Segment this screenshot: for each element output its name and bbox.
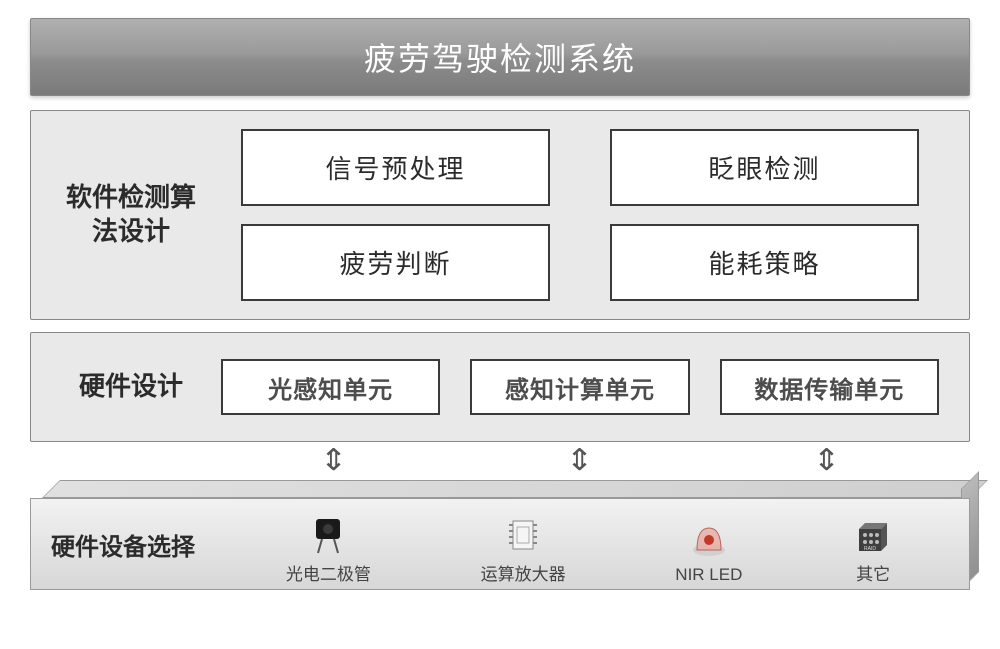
device-label: 其它 bbox=[856, 560, 890, 585]
software-label: 软件检测算 法设计 bbox=[51, 181, 211, 249]
soft-box-energy-strategy: 能耗策略 bbox=[610, 224, 919, 301]
soft-label: 信号预处理 bbox=[325, 149, 465, 186]
double-arrow-icon: ⇕ bbox=[320, 446, 348, 476]
opamp-chip-icon bbox=[502, 514, 544, 556]
soft-label: 疲劳判断 bbox=[339, 244, 451, 281]
bar3d-top bbox=[42, 480, 988, 498]
device-opamp: 运算放大器 bbox=[481, 514, 566, 585]
double-arrow-icon: ⇕ bbox=[566, 446, 594, 476]
header-bar: 疲劳驾驶检测系统 bbox=[30, 18, 970, 96]
soft-box-blink-detect: 眨眼检测 bbox=[610, 129, 919, 206]
software-grid: 信号预处理 眨眼检测 疲劳判断 能耗策略 bbox=[211, 129, 949, 301]
hard-box-compute: 感知计算单元 bbox=[470, 359, 689, 415]
device-nir-led: NIR LED bbox=[675, 519, 742, 585]
hard-label: 感知计算单元 bbox=[505, 370, 655, 405]
hard-label: 光感知单元 bbox=[268, 370, 393, 405]
nir-led-icon bbox=[688, 519, 730, 561]
hard-box-light-sense: 光感知单元 bbox=[221, 359, 440, 415]
photodiode-icon bbox=[307, 514, 349, 556]
device-photodiode: 光电二极管 bbox=[286, 514, 371, 585]
soft-box-signal-preprocess: 信号预处理 bbox=[241, 129, 550, 206]
header-title: 疲劳驾驶检测系统 bbox=[364, 34, 636, 80]
device-label: NIR LED bbox=[675, 565, 742, 585]
soft-box-fatigue-judge: 疲劳判断 bbox=[241, 224, 550, 301]
bar3d-front: 硬件设备选择 光电二极管 bbox=[30, 498, 970, 590]
device-other: RAID 其它 bbox=[852, 514, 894, 585]
hard-box-transmit: 数据传输单元 bbox=[720, 359, 939, 415]
software-panel: 软件检测算 法设计 信号预处理 眨眼检测 疲劳判断 能耗策略 bbox=[30, 110, 970, 320]
devices-bar: 硬件设备选择 光电二极管 bbox=[30, 480, 970, 590]
double-arrow-icon: ⇕ bbox=[813, 446, 841, 476]
hard-label: 数据传输单元 bbox=[754, 370, 904, 405]
soft-label: 能耗策略 bbox=[708, 244, 820, 281]
soft-label: 眨眼检测 bbox=[708, 149, 820, 186]
arrows-row: ⇕ ⇕ ⇕ bbox=[30, 442, 970, 480]
device-label: 运算放大器 bbox=[481, 560, 566, 585]
hardware-panel: 硬件设计 光感知单元 感知计算单元 数据传输单元 bbox=[30, 332, 970, 442]
devices-row: 光电二极管 bbox=[231, 499, 949, 589]
hardware-label: 硬件设计 bbox=[51, 370, 211, 404]
hardware-row: 光感知单元 感知计算单元 数据传输单元 bbox=[211, 359, 949, 415]
device-label: 光电二极管 bbox=[286, 560, 371, 585]
raid-box-icon: RAID bbox=[852, 514, 894, 556]
devices-label: 硬件设备选择 bbox=[51, 527, 231, 562]
svg-text:RAID: RAID bbox=[864, 546, 876, 552]
